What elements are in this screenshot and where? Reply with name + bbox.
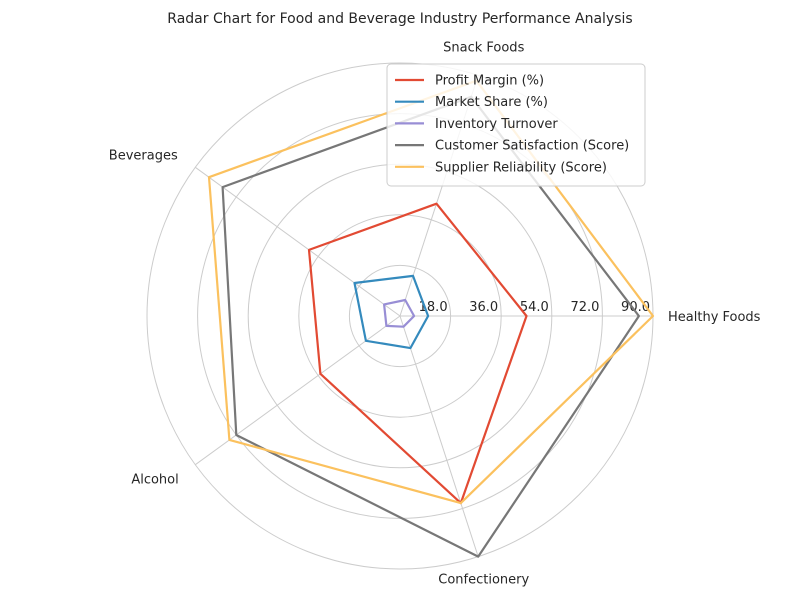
category-label-layer: Healthy Foods Snack Foods Beverages Alcohol… (109, 40, 761, 587)
legend-label: Inventory Turnover (435, 117, 558, 132)
series-line-3 (383, 298, 416, 328)
r-tick-label: 36.0 (469, 300, 498, 315)
category-label: Confectionery (438, 573, 529, 588)
r-tick-label: 72.0 (570, 300, 599, 315)
series-line-1 (307, 202, 528, 505)
legend-box (386, 63, 646, 187)
legend-label: Customer Satisfaction (Score) (435, 139, 629, 154)
category-label: Alcohol (131, 472, 178, 487)
legend-label: Profit Margin (%) (435, 74, 544, 89)
chart-title: Radar Chart for Food and Beverage Indust… (167, 11, 632, 27)
spoke-line (399, 315, 479, 557)
r-tick-label: 54.0 (520, 300, 549, 315)
spoke-line (195, 166, 401, 317)
category-label: Snack Foods (443, 40, 524, 55)
series-line-2 (353, 274, 430, 350)
tick-layer: 18.0 36.0 54.0 72.0 90.0 (419, 300, 650, 315)
legend: Profit Margin (%) Market Share (%) Invento… (386, 63, 646, 187)
category-label: Healthy Foods (668, 310, 761, 325)
category-label: Beverages (109, 149, 178, 164)
legend-label: Supplier Reliability (Score) (435, 160, 607, 175)
legend-label: Market Share (%) (435, 95, 548, 110)
